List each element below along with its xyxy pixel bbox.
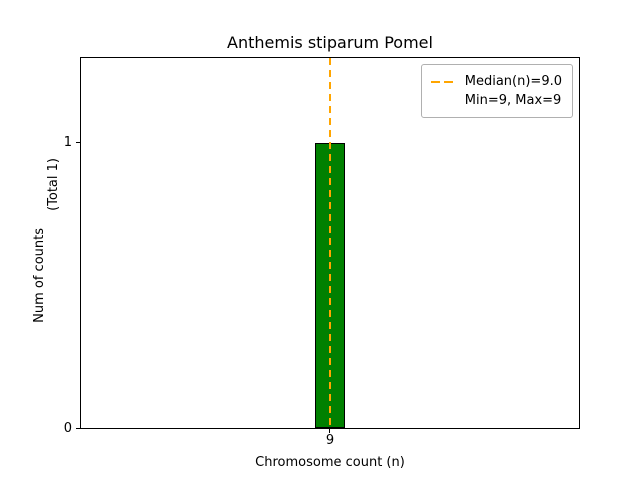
y-tick-label-0: 0 xyxy=(63,421,72,436)
median-line xyxy=(329,58,331,428)
legend-label-median: Median(n)=9.0 xyxy=(464,74,562,89)
y-axis-total-label: (Total 1) xyxy=(46,158,61,211)
legend-label-minmax: Min=9, Max=9 xyxy=(464,93,562,108)
legend-median-line-sample xyxy=(430,80,457,83)
x-tick-mark-9 xyxy=(329,429,330,433)
y-tick-mark-1 xyxy=(76,142,80,143)
legend-empty-sample xyxy=(431,100,457,102)
y-axis-label: Num of counts xyxy=(32,228,47,323)
x-axis-label: Chromosome count (n) xyxy=(255,455,405,470)
plot-area xyxy=(80,57,580,429)
y-tick-label-1: 1 xyxy=(63,135,72,150)
y-tick-mark-0 xyxy=(76,428,80,429)
legend-entry-minmax: Min=9, Max=9 xyxy=(431,91,562,110)
x-tick-label-9: 9 xyxy=(325,433,335,448)
legend-entry-median: Median(n)=9.0 xyxy=(430,72,562,91)
chart-title: Anthemis stiparum Pomel xyxy=(227,33,433,52)
legend: Median(n)=9.0 Min=9, Max=9 xyxy=(420,64,573,118)
